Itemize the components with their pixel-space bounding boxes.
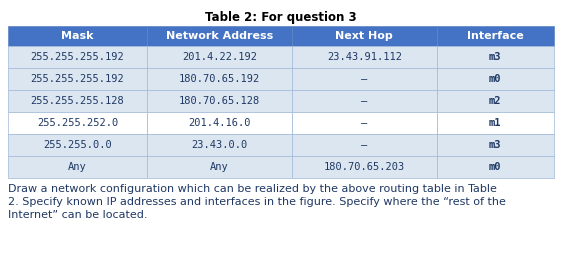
Bar [8,68,147,90]
Text: m1: m1 [489,118,501,128]
Text: m3: m3 [489,52,501,62]
Text: m2: m2 [489,96,501,106]
Text: Table 2: For question 3: Table 2: For question 3 [205,10,357,23]
Text: Next Hop: Next Hop [336,31,393,41]
Bar [292,156,437,178]
Text: Any: Any [68,162,87,172]
Bar [437,90,554,112]
Bar [8,90,147,112]
Text: 201.4.22.192: 201.4.22.192 [182,52,257,62]
Bar [437,68,554,90]
Text: –: – [361,96,368,106]
Text: 23.43.91.112: 23.43.91.112 [327,52,402,62]
Text: 23.43.0.0: 23.43.0.0 [192,140,248,150]
Bar [292,26,437,46]
Bar [8,112,147,134]
Text: 180.70.65.192: 180.70.65.192 [179,74,260,84]
Text: –: – [361,74,368,84]
Text: 201.4.16.0: 201.4.16.0 [188,118,251,128]
Text: 255.255.255.192: 255.255.255.192 [31,74,125,84]
Bar [292,134,437,156]
Bar [437,112,554,134]
Text: 255.255.255.128: 255.255.255.128 [31,96,125,106]
Bar [147,68,292,90]
Bar [8,26,147,46]
Text: m0: m0 [489,162,501,172]
Text: m0: m0 [489,74,501,84]
Text: Draw a network configuration which can be realized by the above routing table in: Draw a network configuration which can b… [8,184,506,221]
Text: Network Address: Network Address [166,31,273,41]
Text: 180.70.65.128: 180.70.65.128 [179,96,260,106]
Text: –: – [361,140,368,150]
Text: Mask: Mask [61,31,94,41]
Bar [292,68,437,90]
Bar [147,90,292,112]
Text: 255.255.255.192: 255.255.255.192 [31,52,125,62]
Text: 255.255.0.0: 255.255.0.0 [43,140,112,150]
Text: –: – [361,118,368,128]
Bar [8,156,147,178]
Text: 255.255.252.0: 255.255.252.0 [37,118,118,128]
Bar [147,134,292,156]
Bar [292,90,437,112]
Bar [147,46,292,68]
Bar [437,26,554,46]
Text: Interface: Interface [467,31,524,41]
Bar [8,46,147,68]
Bar [437,156,554,178]
Bar [147,26,292,46]
Bar [147,112,292,134]
Bar [147,156,292,178]
Bar [292,112,437,134]
Bar [437,134,554,156]
Text: m3: m3 [489,140,501,150]
Bar [8,134,147,156]
Text: 180.70.65.203: 180.70.65.203 [324,162,405,172]
Bar [292,46,437,68]
Text: Any: Any [210,162,229,172]
Bar [437,46,554,68]
